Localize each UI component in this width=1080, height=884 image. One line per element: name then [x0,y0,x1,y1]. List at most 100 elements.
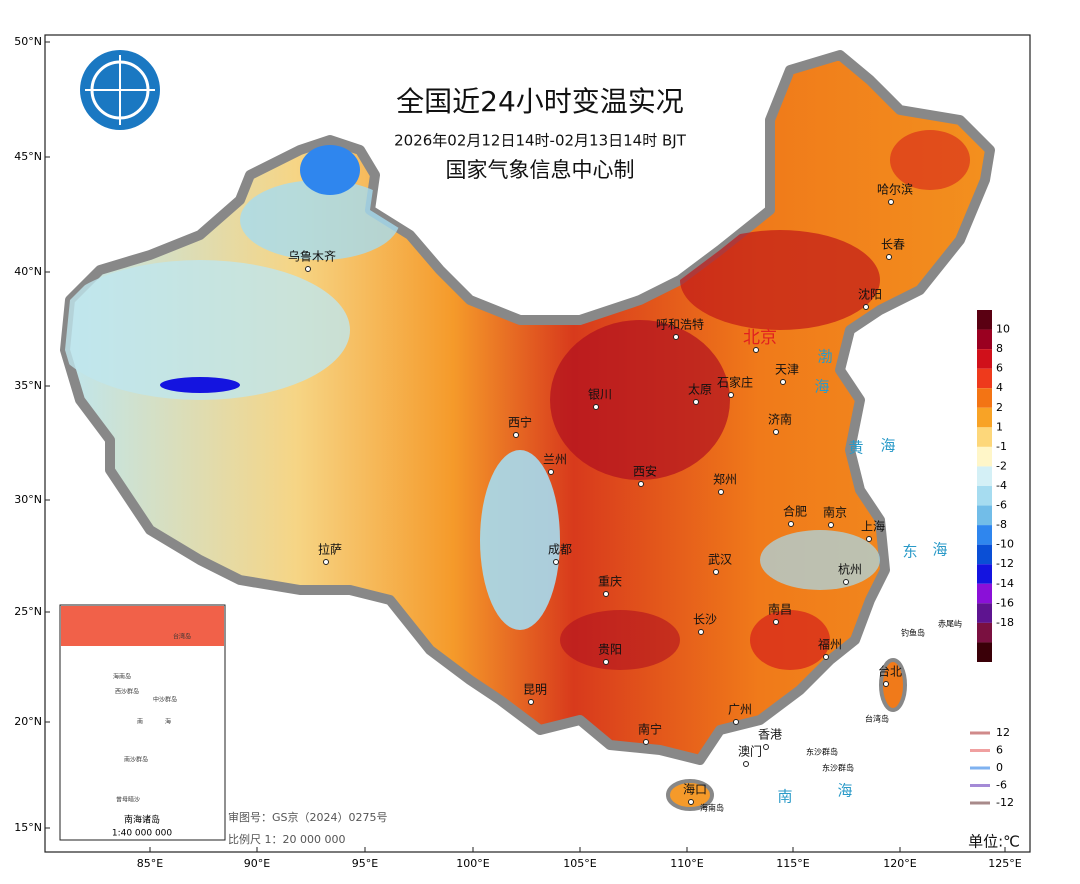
city-dot [603,591,609,597]
colorbar-swatch [977,583,992,604]
title: 全国近24小时变温实况 [396,85,684,118]
colorbar-swatch [977,329,992,350]
inset-label: 海 [165,718,171,726]
colorbar-label: 2 [996,401,1003,414]
lat-label: 35°N [14,379,42,392]
lon-label: 115°E [776,857,809,870]
city-dot [713,569,719,575]
colorbar-swatch [977,505,992,526]
island-label: 东沙群岛 [822,763,854,773]
city-label: 太原 [688,382,712,397]
colorbar-swatch [977,603,992,623]
city-dot [780,379,786,385]
line-legend-label: 0 [996,761,1003,774]
lon-label: 85°E [137,857,163,870]
city-dot [788,521,794,527]
sea-label: 海 [932,541,947,559]
colorbar-label: -1 [996,440,1007,453]
colorbar-label: -18 [996,616,1014,629]
colorbar-label: -14 [996,577,1014,590]
city-dot [866,536,872,542]
city-dot [773,619,779,625]
lon-label: 110°E [670,857,703,870]
city-label: 银川 [588,388,612,402]
inset-land [61,606,224,646]
city-label: 石家庄 [717,375,753,390]
colorbar-label: 1 [996,420,1003,433]
city-label: 福州 [818,637,842,652]
city-dot [548,469,554,475]
city-label: 成都 [548,543,572,557]
inset-label: 台湾岛 [173,633,191,641]
lon-label: 100°E [456,857,489,870]
city-dot [888,199,894,205]
line-legend-label: 12 [996,726,1010,739]
island-label: 赤尾屿 [938,620,962,629]
lat-label: 30°N [14,493,42,506]
lon-label: 120°E [883,857,916,870]
line-legend-label: -6 [996,779,1007,792]
city-dot [743,761,749,767]
colorbar-swatch [977,427,992,447]
lat-label: 20°N [14,715,42,728]
colorbar-swatch [977,310,992,330]
city-label: 南昌 [768,602,792,617]
sea-label: 海 [837,782,852,800]
city-label: 重庆 [598,575,622,589]
lon-label: 90°E [244,857,270,870]
city-dot [863,304,869,310]
city-label: 昆明 [523,683,547,697]
colorbar-swatch [977,349,992,369]
unit: 单位:℃ [968,833,1020,851]
colorbar-swatch [977,407,992,428]
city-dot [763,744,769,750]
city-dot [323,559,329,565]
city-label: 长沙 [693,613,717,627]
city-dot [886,254,892,260]
city-label: 台北 [878,664,902,679]
colorbar-swatch [977,466,992,486]
city-dot [553,559,559,565]
city-label: 广州 [728,703,752,717]
inset-title: 南海诸岛 [124,814,160,826]
colorbar-label: 6 [996,362,1003,375]
city-label: 澳门 [738,744,762,759]
colorbar-swatch [977,622,992,643]
city-dot [823,654,829,660]
lat-label: 15°N [14,821,42,834]
city-label: 长春 [881,238,905,252]
colorbar-label: -10 [996,538,1014,551]
city-dot [883,681,889,687]
colorbar-swatch [977,642,992,662]
city-dot [828,522,834,528]
lat-label: 40°N [14,265,42,278]
colorbar-label: -12 [996,557,1014,570]
colorbar-label: 4 [996,381,1003,394]
city-label: 郑州 [713,472,737,487]
city-dot [728,392,734,398]
colorbar-label: 10 [996,323,1010,336]
city-label: 南京 [823,505,847,520]
lat-label: 25°N [14,605,42,618]
island-label: 钓鱼岛 [901,628,925,638]
colorbar-label: -8 [996,518,1007,531]
inset-label: 曾母暗沙 [116,796,140,804]
sea-label: 黄 [848,439,863,457]
city-dot [753,347,759,353]
colorbar-label: -6 [996,499,1007,512]
sea-label: 海 [880,437,895,455]
city-label: 沈阳 [858,287,882,302]
map-scale: 比例尺 1：20 000 000 [228,832,345,846]
city-label: 拉萨 [318,542,342,557]
inset-label: 南沙群岛 [124,756,148,764]
lon-label: 125°E [988,857,1021,870]
sea-label: 东 [902,543,917,561]
city-label: 济南 [768,412,792,427]
lon-label: 95°E [352,857,378,870]
temperature-shading [65,130,970,670]
sea-label: 南 [777,788,792,806]
colorbar-swatch [977,446,992,467]
city-label: 呼和浩特 [656,317,704,332]
